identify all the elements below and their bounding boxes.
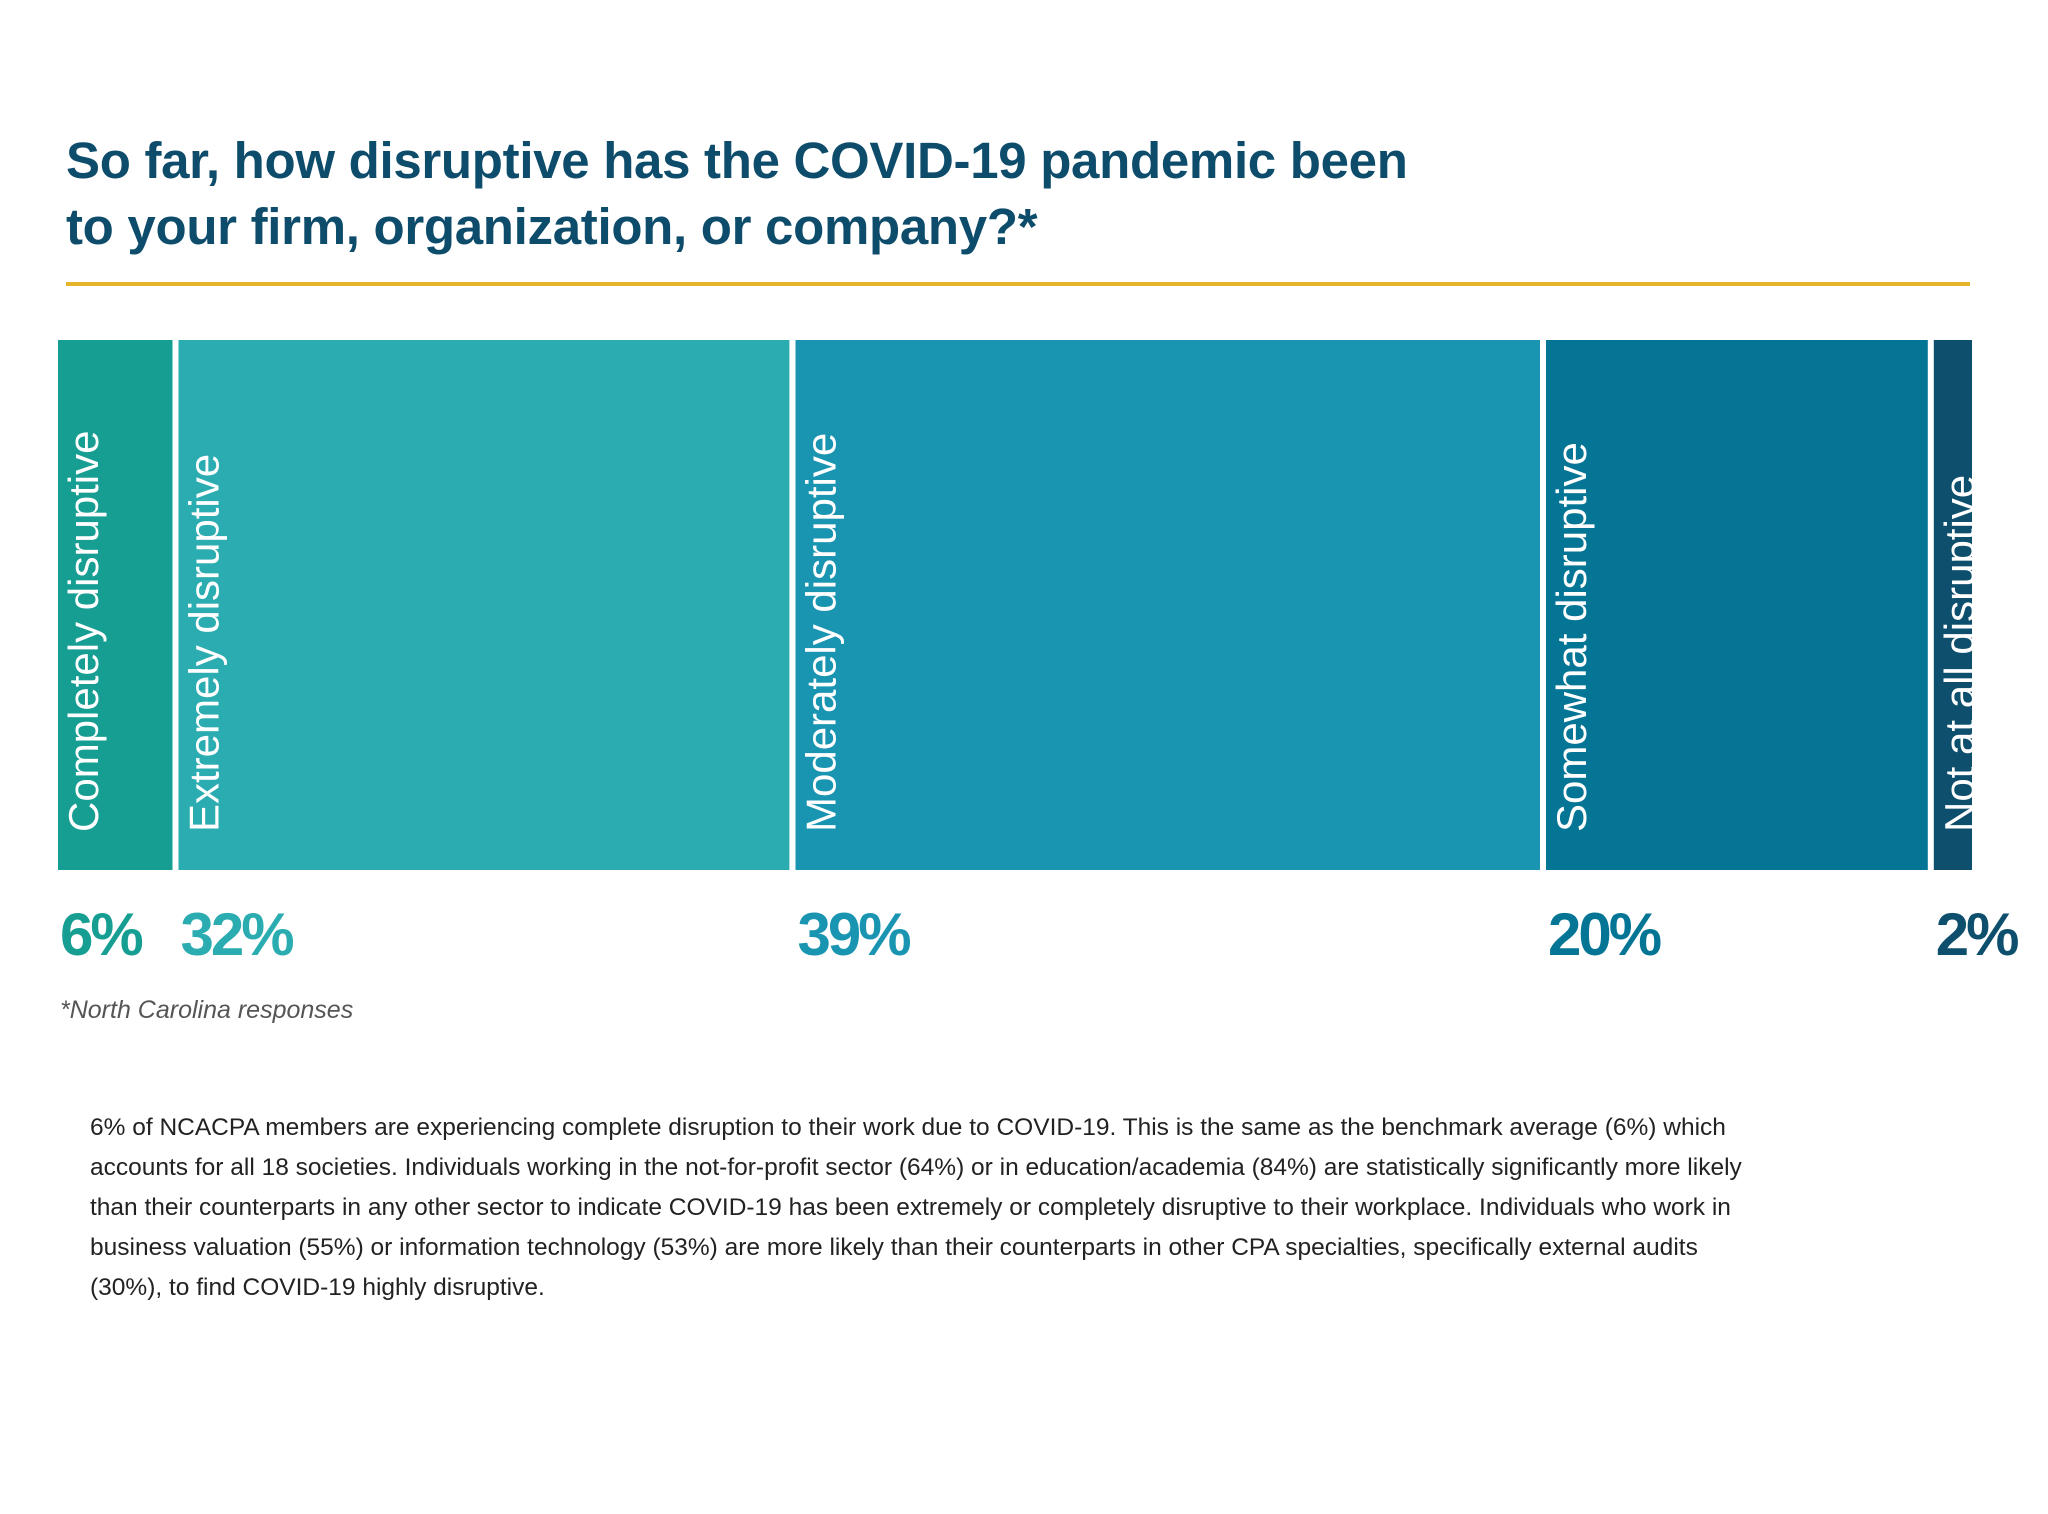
value-label-somewhat-disruptive: 20%: [1548, 901, 1661, 968]
chart-title-line-1: So far, how disruptive has the COVID-19 …: [66, 132, 1408, 189]
value-label-moderately-disruptive: 39%: [798, 901, 911, 968]
stacked-bar-chart: Completely disruptive 6% Extremely disrupt…: [58, 340, 2021, 968]
value-label-completely-disruptive: 6%: [60, 901, 142, 968]
value-label-not-at-all-disruptive: 2%: [1936, 901, 2018, 968]
bar-segment-somewhat-disruptive: [1546, 340, 1928, 870]
category-label-completely-disruptive: Completely disruptive: [60, 430, 107, 832]
category-label-somewhat-disruptive: Somewhat disruptive: [1548, 442, 1595, 832]
footnote: *North Carolina responses: [60, 996, 354, 1024]
summary-line-2: accounts for all 18 societies. Individua…: [90, 1154, 1742, 1181]
chart-title-line-2: to your firm, organization, or company?*: [66, 198, 1038, 255]
summary-line-1: 6% of NCACPA members are experiencing co…: [90, 1114, 1726, 1141]
value-label-extremely-disruptive: 32%: [181, 901, 294, 968]
summary-line-4: business valuation (55%) or information …: [90, 1234, 1698, 1261]
category-label-extremely-disruptive: Extremely disruptive: [181, 454, 228, 832]
bar-segment-completely-disruptive: [58, 340, 173, 870]
bar-segment-extremely-disruptive: [178, 340, 790, 870]
category-label-not-at-all-disruptive: Not at all disruptive: [1936, 475, 1983, 832]
bar-segment-moderately-disruptive: [795, 340, 1540, 870]
summary-line-3: than their counterparts in any other sec…: [90, 1194, 1731, 1221]
bar-segment-not-at-all-disruptive: [1933, 340, 1972, 870]
summary-line-5: (30%), to find COVID-19 highly disruptiv…: [90, 1274, 545, 1301]
summary-paragraph: 6% of NCACPA members are experiencing co…: [90, 1108, 1990, 1308]
title-divider: [66, 282, 1970, 286]
chart-title: So far, how disruptive has the COVID-19 …: [66, 128, 1966, 260]
category-label-moderately-disruptive: Moderately disruptive: [798, 433, 845, 832]
